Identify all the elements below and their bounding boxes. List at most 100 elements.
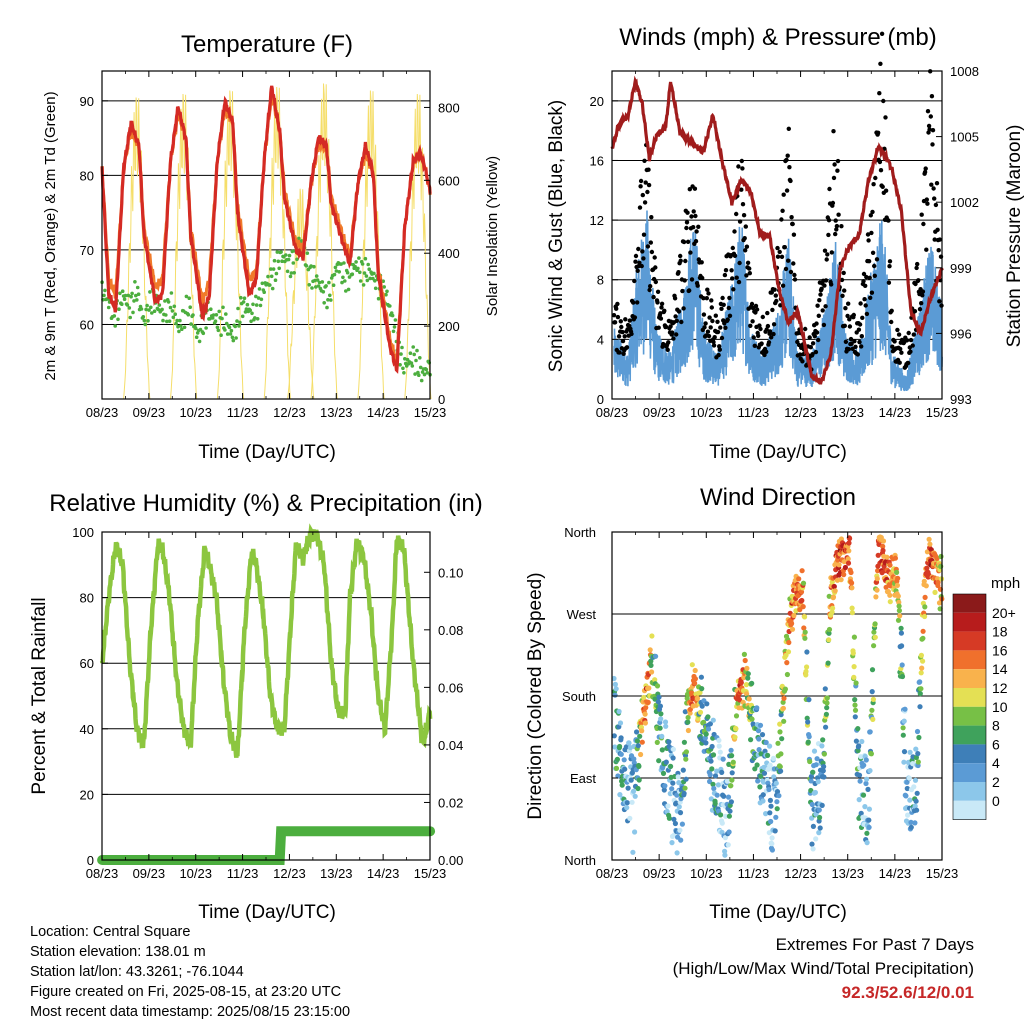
gust-point xyxy=(745,260,751,265)
gust-point xyxy=(889,308,894,313)
direction-point xyxy=(748,737,754,743)
direction-point xyxy=(749,716,755,722)
rh-ytick-label: 20 xyxy=(80,787,94,802)
direction-point xyxy=(676,804,682,810)
direction-point xyxy=(905,812,911,818)
direction-point xyxy=(614,756,621,763)
gust-point xyxy=(637,205,643,210)
gust-point xyxy=(691,225,696,230)
gust-point xyxy=(858,301,863,306)
gust-point xyxy=(784,188,790,193)
gust-point xyxy=(908,337,914,343)
direction-point xyxy=(767,797,774,804)
direction-point xyxy=(899,662,905,668)
direction-point xyxy=(918,686,924,692)
dewpoint-point xyxy=(346,287,351,292)
direction-point xyxy=(849,580,855,586)
sonic-wind-line xyxy=(613,210,943,392)
gust-point xyxy=(872,273,877,278)
dewpoint-point xyxy=(331,283,336,288)
dewpoint-point xyxy=(118,291,122,296)
dewpoint-point xyxy=(209,307,213,312)
dewpoint-point xyxy=(201,331,206,336)
direction-panel: Wind Direction Time (Day/UTC) Direction … xyxy=(525,484,1020,923)
solar-insolation-curve xyxy=(170,93,198,400)
dewpoint-point xyxy=(385,289,389,294)
gust-point xyxy=(803,326,808,332)
direction-point xyxy=(869,707,875,713)
gust-point xyxy=(786,126,791,131)
gust-point xyxy=(736,279,742,285)
gust-point xyxy=(937,237,942,242)
direction-point xyxy=(772,828,778,834)
gust-point xyxy=(682,278,687,283)
dewpoint-point xyxy=(297,236,301,241)
gust-point xyxy=(785,153,790,158)
rh-xtick-label: 13/23 xyxy=(320,866,353,881)
dewpoint-point xyxy=(314,274,319,278)
gust-point xyxy=(825,252,830,257)
dewpoint-point xyxy=(284,253,288,257)
gust-point xyxy=(760,314,765,320)
gust-point xyxy=(732,253,738,258)
humidity-axes: 0 20 40 60 80 100 0.00 0.02 0.04 0.06 0.08 0.10 08/2… xyxy=(72,525,463,881)
gust-point xyxy=(722,272,728,278)
direction-point xyxy=(613,765,620,772)
direction-point xyxy=(903,793,909,799)
direction-point xyxy=(887,592,893,598)
direction-point xyxy=(705,714,711,720)
direction-point xyxy=(635,785,641,792)
direction-point xyxy=(906,775,912,781)
dewpoint-point xyxy=(391,329,396,334)
dewpoint-point xyxy=(400,345,404,350)
direction-point xyxy=(653,653,659,659)
gust-point xyxy=(928,114,933,119)
legend-label: 0 xyxy=(992,793,1000,809)
direction-point xyxy=(824,705,830,711)
direction-point xyxy=(752,766,758,772)
gust-point xyxy=(662,308,667,313)
dewpoint-point xyxy=(127,306,132,310)
direction-point xyxy=(645,699,651,706)
direction-point xyxy=(821,774,827,780)
dewpoint-point xyxy=(239,295,243,300)
direction-point xyxy=(896,603,902,609)
dewpoint-point xyxy=(134,293,138,298)
dewpoint-point xyxy=(376,296,381,301)
direction-point xyxy=(841,559,847,565)
temp-xtick-label: 08/23 xyxy=(86,405,119,420)
gust-point xyxy=(740,166,745,171)
dewpoint-point xyxy=(225,332,230,336)
temperature-xlabel: Time (Day/UTC) xyxy=(198,442,336,463)
direction-point xyxy=(847,535,853,542)
humidity-ylabel-left: Percent & Total Rainfall xyxy=(29,597,50,794)
dewpoint-point xyxy=(259,297,264,302)
temp-xtick-label: 11/23 xyxy=(227,405,259,420)
gust-point xyxy=(792,277,798,282)
dewpoint-point xyxy=(170,309,175,313)
gust-point xyxy=(781,192,786,197)
direction-point xyxy=(922,613,928,620)
gust-point xyxy=(925,201,930,206)
humidity-plot-area xyxy=(97,523,436,865)
temp-ytick-label-right: 600 xyxy=(438,173,460,188)
dewpoint-point xyxy=(220,316,224,321)
gust-point xyxy=(892,339,897,344)
gust-point xyxy=(817,298,822,303)
direction-point xyxy=(766,786,772,793)
gust-point xyxy=(737,260,742,266)
temp-ytick-label: 70 xyxy=(80,243,94,258)
direction-point xyxy=(765,752,771,759)
dewpoint-point xyxy=(315,278,320,282)
gust-point xyxy=(701,296,706,301)
temp-2m-line xyxy=(100,85,432,374)
direction-point xyxy=(802,635,808,641)
gust-point xyxy=(685,239,691,244)
dewpoint-point xyxy=(271,267,276,271)
gust-point xyxy=(921,221,926,227)
legend-label: 16 xyxy=(992,642,1008,658)
direction-point xyxy=(899,643,905,649)
direction-point xyxy=(841,572,847,578)
dewpoint-point xyxy=(238,320,242,325)
direction-point xyxy=(685,727,692,734)
